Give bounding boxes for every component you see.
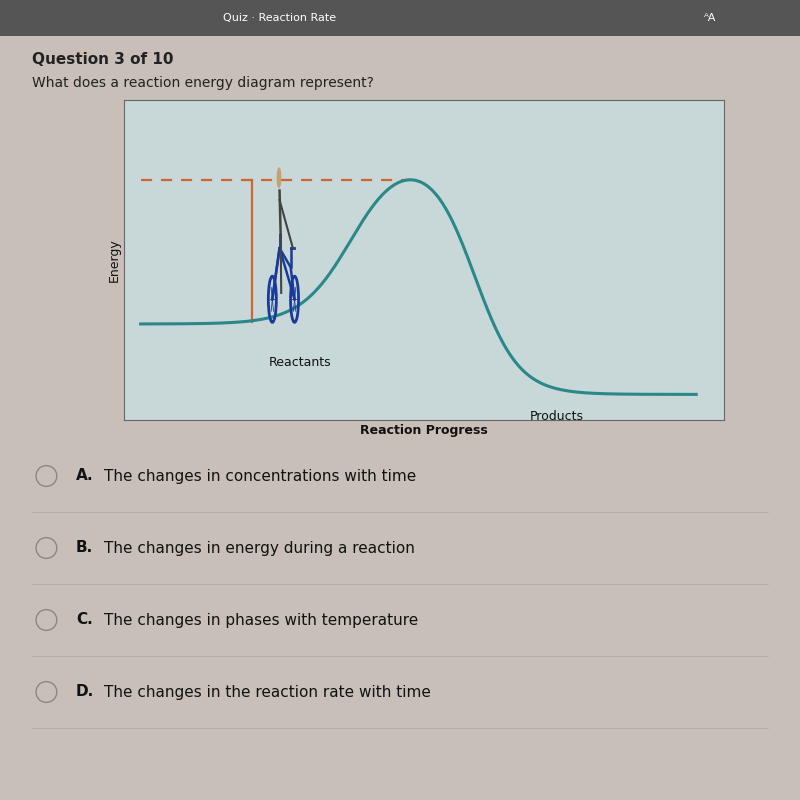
Y-axis label: Energy: Energy <box>108 238 122 282</box>
Text: Products: Products <box>530 410 583 423</box>
Text: C.: C. <box>76 613 93 627</box>
Text: Question 3 of 10: Question 3 of 10 <box>32 52 174 67</box>
Text: The changes in phases with temperature: The changes in phases with temperature <box>104 613 418 627</box>
Text: The changes in the reaction rate with time: The changes in the reaction rate with ti… <box>104 685 431 699</box>
Text: ᴬA: ᴬA <box>704 13 716 23</box>
Text: What does a reaction energy diagram represent?: What does a reaction energy diagram repr… <box>32 76 374 90</box>
Text: A.: A. <box>76 469 94 483</box>
Text: D.: D. <box>76 685 94 699</box>
Text: Reactants: Reactants <box>269 356 331 369</box>
Text: The changes in energy during a reaction: The changes in energy during a reaction <box>104 541 415 555</box>
X-axis label: Reaction Progress: Reaction Progress <box>360 424 488 437</box>
Text: The changes in concentrations with time: The changes in concentrations with time <box>104 469 416 483</box>
Text: Quiz · Reaction Rate: Quiz · Reaction Rate <box>223 13 337 23</box>
Text: B.: B. <box>76 541 94 555</box>
Circle shape <box>278 168 281 187</box>
